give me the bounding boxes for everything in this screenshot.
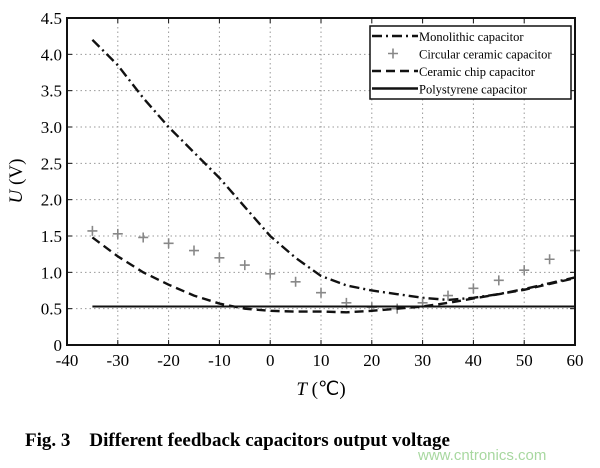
point-circular-ceramic-capacitor xyxy=(544,254,555,265)
legend-label: Monolithic capacitor xyxy=(419,30,524,44)
point-circular-ceramic-capacitor xyxy=(519,265,530,276)
x-tick-label: 0 xyxy=(266,351,275,370)
point-circular-ceramic-capacitor xyxy=(214,252,225,263)
point-circular-ceramic-capacitor xyxy=(112,228,123,239)
point-circular-ceramic-capacitor xyxy=(316,287,326,298)
legend-label: Circular ceramic capacitor xyxy=(419,48,552,62)
ticks: -40 -30 -20 -10 0 10 20 30 40 50 60 0 0.5 1.0 1.5 2.0 2.… xyxy=(41,9,584,370)
x-tick-label: 20 xyxy=(363,351,380,370)
x-tick-label: -30 xyxy=(106,351,129,370)
x-tick-label: -10 xyxy=(208,351,231,370)
point-circular-ceramic-capacitor xyxy=(265,268,276,279)
series-layer xyxy=(87,38,580,314)
point-circular-ceramic-capacitor xyxy=(443,290,453,301)
x-tick-label: 50 xyxy=(516,351,533,370)
line-ceramic-chip-capacitor xyxy=(91,236,576,314)
legend-marker-circular-ceramic-capacitor xyxy=(388,48,398,59)
legend-label: Ceramic chip capacitor xyxy=(419,65,536,79)
y-axis-label: U (V) xyxy=(6,159,27,204)
x-axis-label: T (℃) xyxy=(296,379,345,400)
point-circular-ceramic-capacitor xyxy=(87,225,98,236)
x-tick-label: 40 xyxy=(465,351,482,370)
legend-label: Polystyrene capacitor xyxy=(419,83,528,97)
point-circular-ceramic-capacitor xyxy=(239,260,250,271)
y-tick-label: 2.0 xyxy=(41,191,62,210)
legend-box xyxy=(369,25,572,100)
watermark: www.cntronics.com xyxy=(417,447,546,464)
x-tick-label: 60 xyxy=(567,351,584,370)
y-tick-label: 3.0 xyxy=(41,118,62,137)
x-tick-label: 10 xyxy=(313,351,330,370)
y-tick-label: 3.5 xyxy=(41,82,62,101)
y-tick-label: 0 xyxy=(54,336,63,355)
x-tick-label: 30 xyxy=(414,351,431,370)
point-circular-ceramic-capacitor xyxy=(163,238,174,249)
legend: Monolithic capacitor Circular ceramic cap… xyxy=(369,25,572,100)
y-tick-label: 1.0 xyxy=(41,263,62,282)
y-tick-label: 0.5 xyxy=(41,300,62,319)
point-circular-ceramic-capacitor xyxy=(290,276,301,287)
x-tick-label: -40 xyxy=(56,351,79,370)
figure-caption: Fig. 3 Different feedback capacitors out… xyxy=(25,430,450,451)
y-tick-label: 4.5 xyxy=(41,9,62,28)
point-circular-ceramic-capacitor xyxy=(138,232,149,243)
y-tick-label: 2.5 xyxy=(41,154,62,173)
y-tick-label: 1.5 xyxy=(41,227,62,246)
point-circular-ceramic-capacitor xyxy=(493,275,504,286)
x-tick-label: -20 xyxy=(157,351,180,370)
point-circular-ceramic-capacitor xyxy=(189,245,199,256)
y-tick-label: 4.0 xyxy=(41,45,62,64)
point-circular-ceramic-capacitor xyxy=(468,283,479,294)
